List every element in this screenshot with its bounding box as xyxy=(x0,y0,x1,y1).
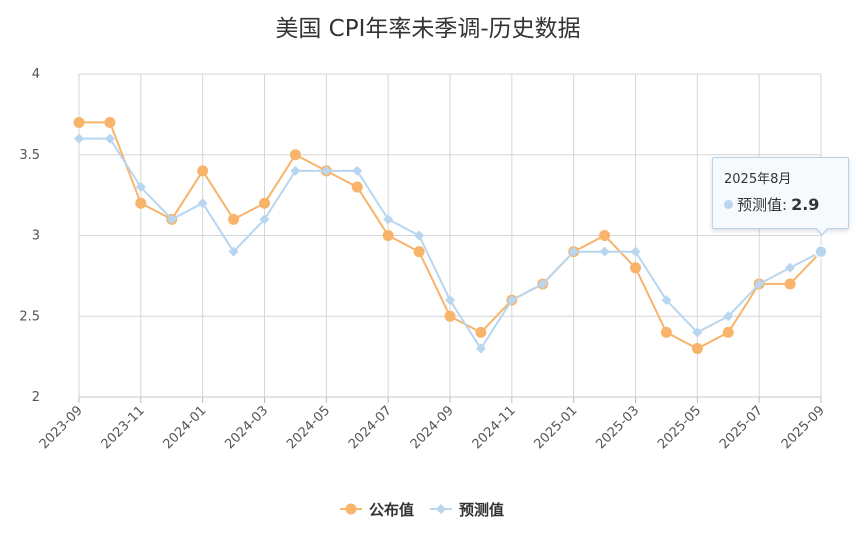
data-point xyxy=(475,326,487,338)
x-axis-ticks: 2023-09 2023-11 2024-01 2024-03 2024-05 2024-… xyxy=(37,403,828,452)
data-point xyxy=(135,197,147,209)
x-tick-label: 2025-03 xyxy=(593,403,642,452)
series-forecast xyxy=(74,133,826,354)
tooltip-series-label: 预测值: xyxy=(737,196,788,214)
data-point xyxy=(444,310,456,322)
data-point xyxy=(754,278,765,289)
data-point xyxy=(445,295,455,306)
data-point xyxy=(784,278,796,290)
data-point xyxy=(630,262,641,274)
data-point xyxy=(135,182,146,193)
data-point xyxy=(321,165,332,176)
data-point xyxy=(382,230,394,241)
data-point xyxy=(413,246,425,258)
x-tick-label: 2025-09 xyxy=(779,403,828,452)
legend-marker xyxy=(436,504,446,514)
legend-item-forecast[interactable]: 预测值 xyxy=(430,501,504,519)
data-point xyxy=(660,326,672,338)
x-tick-label: 2024-11 xyxy=(470,403,519,452)
data-tooltip: 2025年8月 预测值: 2.9 xyxy=(712,157,849,236)
data-point xyxy=(599,246,610,257)
data-point xyxy=(691,343,703,355)
x-tick-label: 2025-05 xyxy=(655,403,704,452)
data-point xyxy=(537,278,548,289)
data-point xyxy=(414,230,425,241)
data-point xyxy=(166,214,177,225)
data-point xyxy=(259,197,270,209)
tooltip-row: 预测值: 2.9 xyxy=(724,194,848,215)
x-tick-label: 2024-01 xyxy=(160,403,209,452)
data-point xyxy=(722,326,734,338)
data-point xyxy=(228,246,239,257)
x-tick-label: 2025-07 xyxy=(717,403,766,452)
tooltip-value: 2.9 xyxy=(791,195,820,214)
y-tick-label: 4 xyxy=(32,67,40,82)
x-tick-label: 2024-05 xyxy=(284,403,333,452)
data-point xyxy=(74,133,84,144)
legend-item-published[interactable]: 公布值 xyxy=(340,501,414,519)
x-tick-label: 2024-03 xyxy=(222,403,271,452)
data-point xyxy=(197,165,209,177)
data-point xyxy=(568,246,579,257)
highlighted-point xyxy=(814,244,828,259)
y-tick-label: 2.5 xyxy=(19,309,40,324)
data-point xyxy=(197,198,208,209)
x-tick-label: 2023-09 xyxy=(37,403,86,452)
data-point xyxy=(352,165,363,176)
data-point xyxy=(104,133,115,144)
y-axis-ticks: 2 2.5 3 3.5 4 xyxy=(19,67,40,405)
y-tick-label: 2 xyxy=(32,390,40,405)
data-point xyxy=(290,165,301,176)
data-point xyxy=(228,213,240,225)
x-tick-label: 2024-07 xyxy=(346,403,395,452)
data-point xyxy=(661,295,672,306)
data-point xyxy=(630,246,641,257)
y-tick-label: 3.5 xyxy=(19,148,40,163)
y-tick-label: 3 xyxy=(32,229,40,244)
data-point xyxy=(383,214,394,225)
x-tick-label: 2024-09 xyxy=(408,403,457,452)
legend-label: 公布值 xyxy=(369,501,414,519)
x-tick-label: 2023-11 xyxy=(99,403,148,452)
legend-marker xyxy=(345,503,357,515)
data-point xyxy=(104,116,116,128)
data-point xyxy=(259,214,270,225)
data-point xyxy=(289,149,301,161)
tooltip-date: 2025年8月 xyxy=(724,172,792,187)
data-point xyxy=(351,181,363,193)
grid xyxy=(78,73,822,403)
data-point xyxy=(599,230,611,241)
data-point xyxy=(785,262,796,273)
data-point xyxy=(692,327,703,338)
legend-label: 预测值 xyxy=(459,501,504,519)
x-tick-label: 2025-01 xyxy=(531,403,580,452)
data-point xyxy=(506,295,517,306)
tooltip-series-dot xyxy=(724,200,733,209)
chart-title: 美国 CPI年率未季调-历史数据 xyxy=(275,16,580,42)
series-layer xyxy=(73,116,828,355)
data-point xyxy=(475,343,486,354)
data-point xyxy=(73,116,85,128)
legend[interactable]: 公布值 预测值 xyxy=(340,501,504,519)
data-point xyxy=(723,311,734,322)
